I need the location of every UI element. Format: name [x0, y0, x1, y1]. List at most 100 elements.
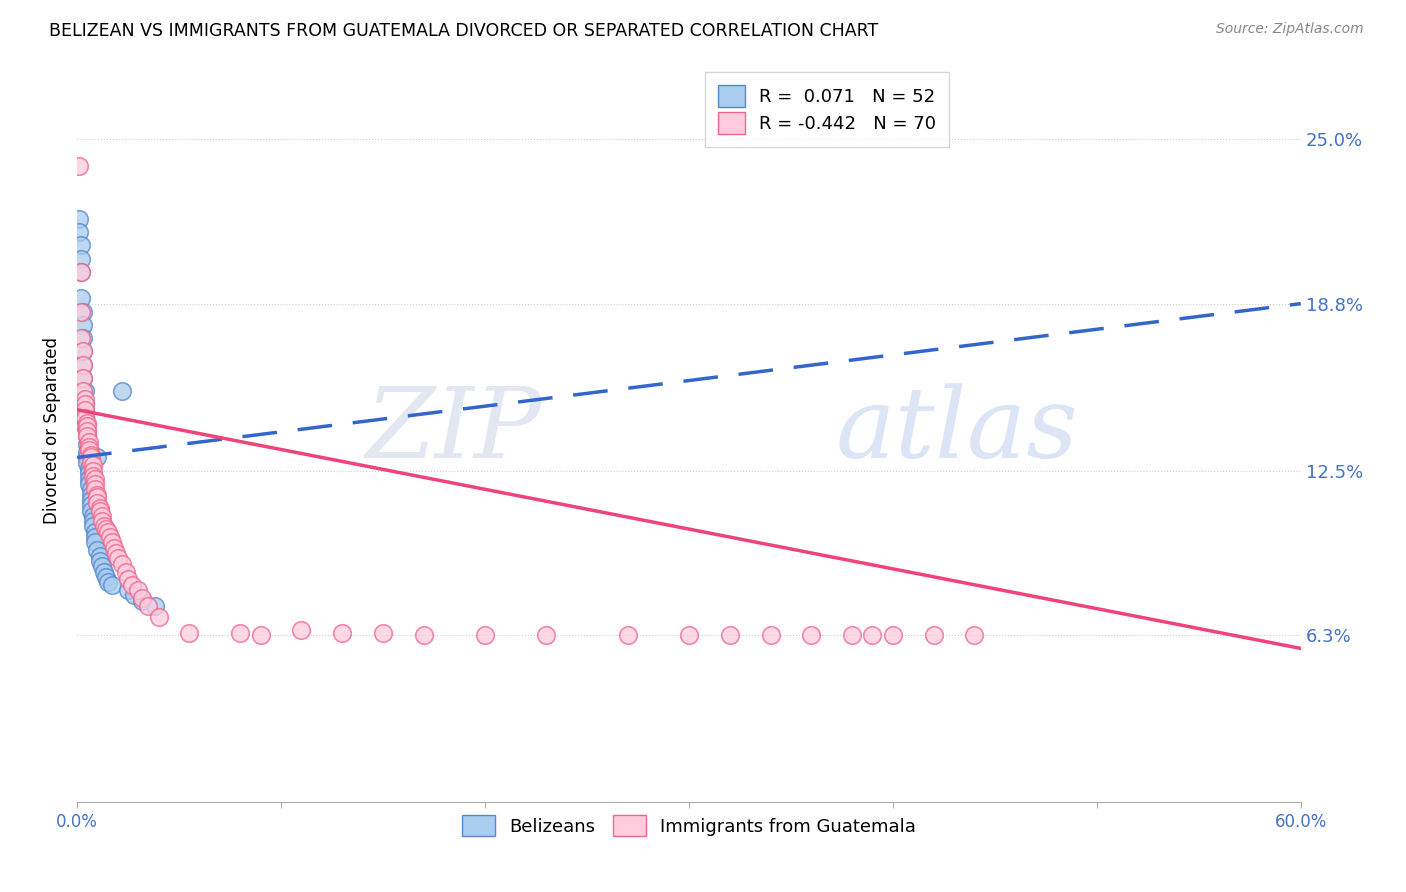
Point: [84, 530, 107, 544]
Point: [80, 456, 103, 470]
Point: [72, 371, 94, 385]
Point: [117, 573, 139, 587]
Point: [72, 344, 94, 359]
Point: [90, 559, 112, 574]
Point: [534, 628, 557, 642]
Point: [117, 583, 139, 598]
Point: [89, 503, 111, 517]
Point: [82, 464, 104, 478]
Point: [97, 575, 120, 590]
Point: [75, 384, 97, 399]
Point: [143, 599, 166, 613]
Point: [86, 490, 108, 504]
Point: [148, 609, 170, 624]
Point: [100, 535, 122, 549]
Point: [79, 442, 101, 457]
Point: [121, 578, 143, 592]
Point: [127, 583, 149, 598]
Point: [82, 469, 104, 483]
Point: [93, 565, 115, 579]
Point: [76, 418, 98, 433]
Point: [79, 440, 101, 454]
Point: [800, 628, 823, 642]
Point: [86, 487, 108, 501]
Point: [67, 225, 90, 239]
Point: [111, 557, 134, 571]
Text: Source: ZipAtlas.com: Source: ZipAtlas.com: [1216, 22, 1364, 37]
Point: [75, 397, 97, 411]
Point: [70, 265, 93, 279]
Point: [90, 514, 112, 528]
Point: [80, 483, 103, 497]
Point: [84, 472, 107, 486]
Point: [412, 628, 434, 642]
Point: [80, 498, 103, 512]
Point: [86, 543, 108, 558]
Point: [678, 628, 700, 642]
Point: [862, 628, 884, 642]
Point: [86, 495, 108, 509]
Point: [290, 623, 312, 637]
Legend: Belizeans, Immigrants from Guatemala: Belizeans, Immigrants from Guatemala: [453, 806, 925, 846]
Point: [70, 252, 93, 266]
Point: [93, 519, 115, 533]
Point: [963, 628, 986, 642]
Point: [72, 331, 94, 345]
Point: [75, 410, 97, 425]
Point: [138, 599, 160, 613]
Point: [86, 450, 108, 465]
Point: [330, 625, 353, 640]
Point: [229, 625, 252, 640]
Point: [89, 554, 111, 568]
Y-axis label: Divorced or Separated: Divorced or Separated: [44, 337, 60, 524]
Point: [82, 514, 104, 528]
Point: [67, 159, 90, 173]
Point: [70, 331, 93, 345]
Point: [474, 628, 496, 642]
Point: [67, 211, 90, 226]
Point: [76, 456, 98, 470]
Point: [82, 458, 104, 473]
Point: [72, 358, 94, 372]
Point: [80, 487, 103, 501]
Point: [759, 628, 782, 642]
Point: [76, 450, 98, 465]
Point: [75, 418, 97, 433]
Point: [103, 541, 125, 555]
Point: [80, 448, 103, 462]
Point: [371, 625, 394, 640]
Point: [131, 591, 153, 605]
Point: [94, 570, 117, 584]
Point: [104, 546, 127, 560]
Text: ZIP: ZIP: [366, 384, 543, 479]
Point: [84, 477, 107, 491]
Point: [70, 238, 93, 252]
Point: [882, 628, 904, 642]
Point: [72, 344, 94, 359]
Point: [89, 549, 111, 563]
Point: [72, 318, 94, 332]
Point: [84, 483, 107, 497]
Point: [115, 565, 138, 579]
Text: atlas: atlas: [835, 384, 1078, 479]
Point: [75, 392, 97, 406]
Point: [107, 551, 129, 566]
Point: [79, 477, 101, 491]
Point: [76, 424, 98, 438]
Point: [75, 397, 97, 411]
Point: [922, 628, 945, 642]
Text: BELIZEAN VS IMMIGRANTS FROM GUATEMALA DIVORCED OR SEPARATED CORRELATION CHART: BELIZEAN VS IMMIGRANTS FROM GUATEMALA DI…: [49, 22, 879, 40]
Point: [94, 522, 117, 536]
Point: [76, 429, 98, 443]
Point: [79, 467, 101, 481]
Point: [79, 472, 101, 486]
Point: [76, 424, 98, 438]
Point: [79, 434, 101, 449]
Point: [80, 503, 103, 517]
Point: [841, 628, 863, 642]
Point: [75, 402, 97, 417]
Point: [70, 265, 93, 279]
Point: [70, 291, 93, 305]
Point: [75, 410, 97, 425]
Point: [131, 593, 153, 607]
